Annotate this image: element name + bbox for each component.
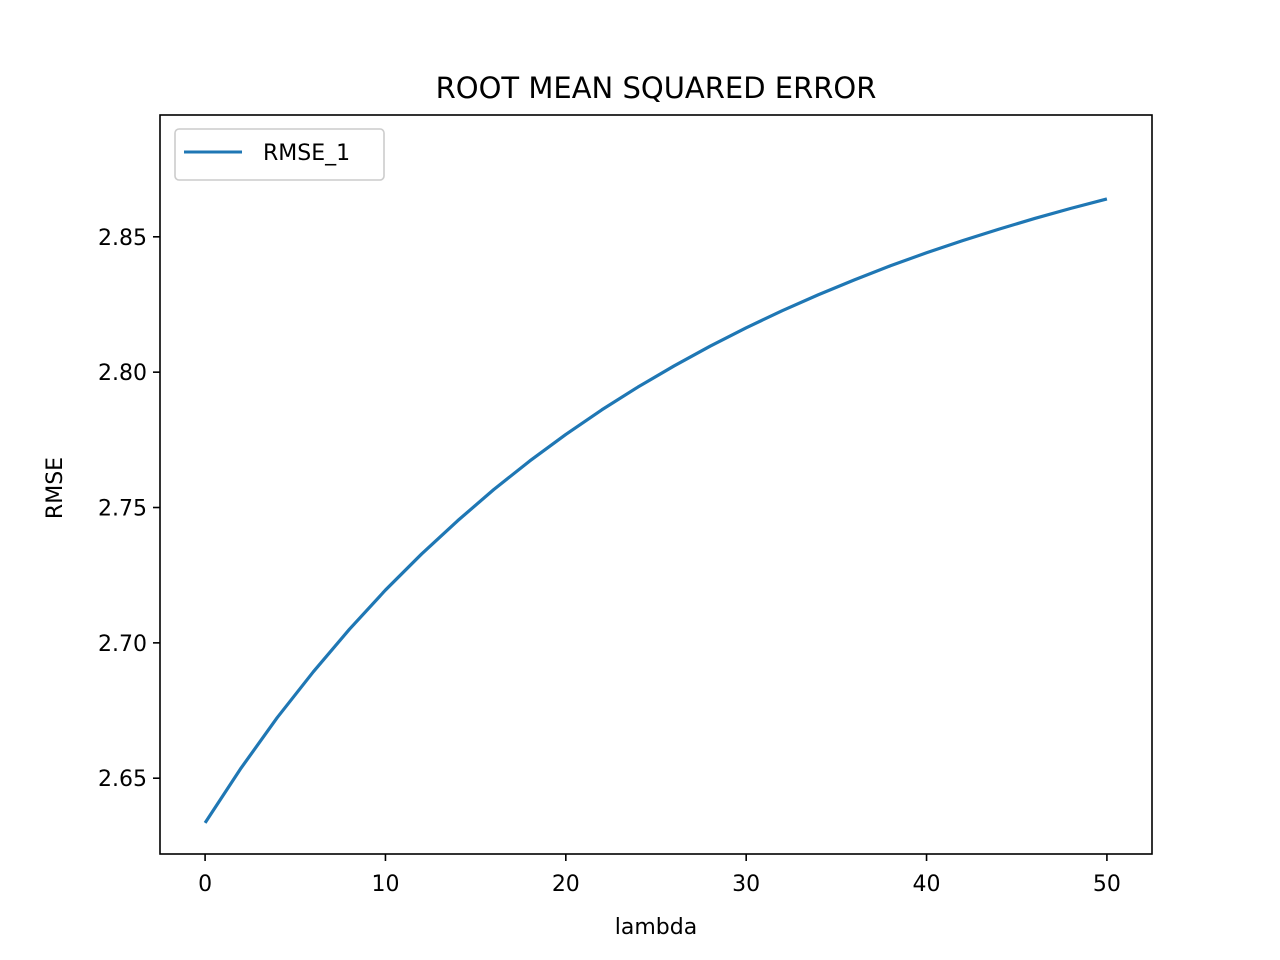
x-tick-label: 10: [371, 872, 399, 897]
chart-title: ROOT MEAN SQUARED ERROR: [436, 71, 877, 105]
y-tick-label: 2.85: [98, 226, 147, 251]
y-tick-label: 2.65: [98, 767, 147, 792]
x-axis-ticks: 0 10 20 30 40 50: [198, 854, 1121, 897]
y-axis-label: RMSE: [43, 457, 68, 519]
legend-label-rmse-1: RMSE_1: [263, 141, 350, 166]
series-layer: [203, 197, 1108, 824]
x-tick-label: 20: [552, 872, 580, 897]
legend-box: [174, 128, 385, 181]
x-tick-label: 0: [198, 872, 212, 897]
x-axis-label: lambda: [615, 915, 697, 940]
y-tick-label: 2.75: [98, 497, 147, 522]
y-tick-label: 2.80: [98, 361, 147, 386]
legend: RMSE_1: [174, 128, 385, 181]
x-tick-label: 30: [732, 872, 760, 897]
y-axis-ticks: 2.65 2.70 2.75 2.80 2.85: [98, 226, 160, 792]
series-line-rmse-1: [203, 197, 1108, 824]
x-tick-label: 40: [913, 872, 941, 897]
plot-area-frame: [159, 114, 1153, 855]
y-tick-label: 2.70: [98, 632, 147, 657]
x-tick-label: 50: [1093, 872, 1121, 897]
